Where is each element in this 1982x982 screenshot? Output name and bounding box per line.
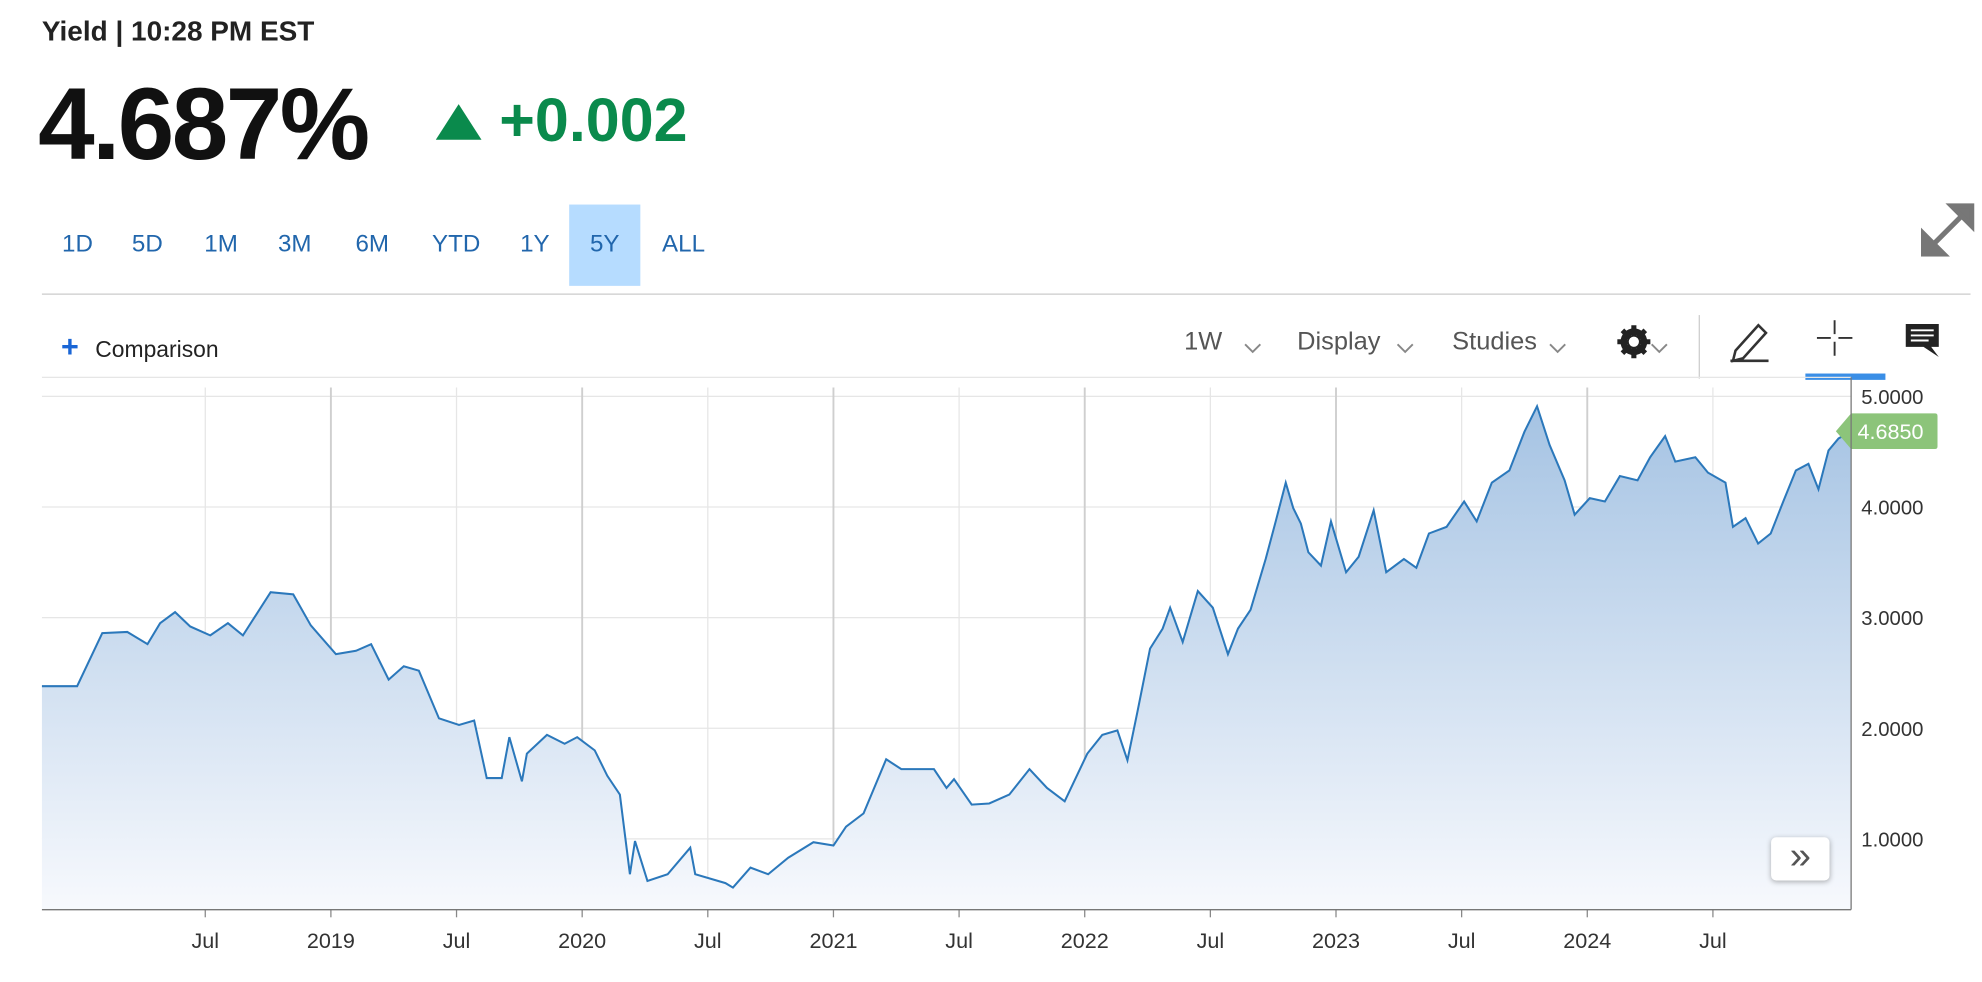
range-button[interactable]: ALL (662, 231, 706, 258)
comment-icon[interactable] (1903, 321, 1944, 359)
quote-label: Yield | 10:28 PM EST (41, 15, 315, 48)
scroll-latest-button[interactable]: » (1771, 837, 1830, 881)
x-tick-label: 2021 (809, 928, 857, 953)
draw-icon[interactable] (1728, 318, 1774, 364)
x-tick-label: 2019 (307, 928, 355, 953)
range-button[interactable]: 5D (131, 231, 163, 258)
range-button[interactable]: 6M (355, 231, 390, 258)
chevrons (1244, 343, 1668, 354)
range-button[interactable]: YTD (431, 231, 481, 258)
area (41, 406, 1852, 910)
x-tick-label: Jul (191, 928, 219, 953)
price: 4.687% (38, 67, 370, 181)
x-tick-label: 2024 (1563, 928, 1611, 953)
plus-icon[interactable]: + (60, 330, 79, 365)
line (41, 403, 1852, 889)
x-tick-label: Jul (1699, 928, 1727, 953)
display-button[interactable]: Display (1297, 327, 1381, 356)
y-tick-label: 5.0000 (1861, 387, 1923, 409)
settings-icon[interactable] (1616, 324, 1654, 362)
x-tick-label: 2020 (558, 928, 606, 953)
x-tick-label: Jul (1197, 928, 1225, 953)
x-tick-label: 2023 (1312, 928, 1360, 953)
range-button[interactable]: 1M (204, 231, 238, 258)
comparison-button[interactable]: Comparison (95, 336, 219, 363)
current-value-badge (1835, 413, 1938, 449)
current-value-label: 4.6850 (1857, 419, 1923, 444)
y-tick-label: 4.0000 (1861, 498, 1923, 520)
x-tick-label: Jul (443, 928, 471, 953)
change: +0.002 (499, 87, 688, 156)
range-button[interactable]: 1Y (520, 231, 550, 258)
separator (1698, 315, 1700, 379)
interval-button[interactable]: 1W (1184, 327, 1223, 356)
range-button[interactable]: 5Y (569, 204, 641, 286)
x-tick-label: Jul (1448, 928, 1476, 953)
y-tick-label: 2.0000 (1861, 719, 1923, 741)
x-tick-label: Jul (694, 928, 722, 953)
y-tick-label: 3.0000 (1861, 608, 1923, 630)
studies-button[interactable]: Studies (1452, 327, 1537, 356)
x-tick-label: Jul (945, 928, 973, 953)
up-arrow (435, 104, 482, 140)
range-button[interactable]: 3M (277, 231, 312, 258)
divider (41, 293, 1971, 295)
expand-icon[interactable] (1920, 203, 1975, 257)
y-tick-label: 1.0000 (1861, 829, 1923, 851)
range-button[interactable]: 1D (62, 231, 93, 258)
crosshair-icon[interactable] (1816, 320, 1855, 358)
x-tick-label: 2022 (1061, 928, 1109, 953)
